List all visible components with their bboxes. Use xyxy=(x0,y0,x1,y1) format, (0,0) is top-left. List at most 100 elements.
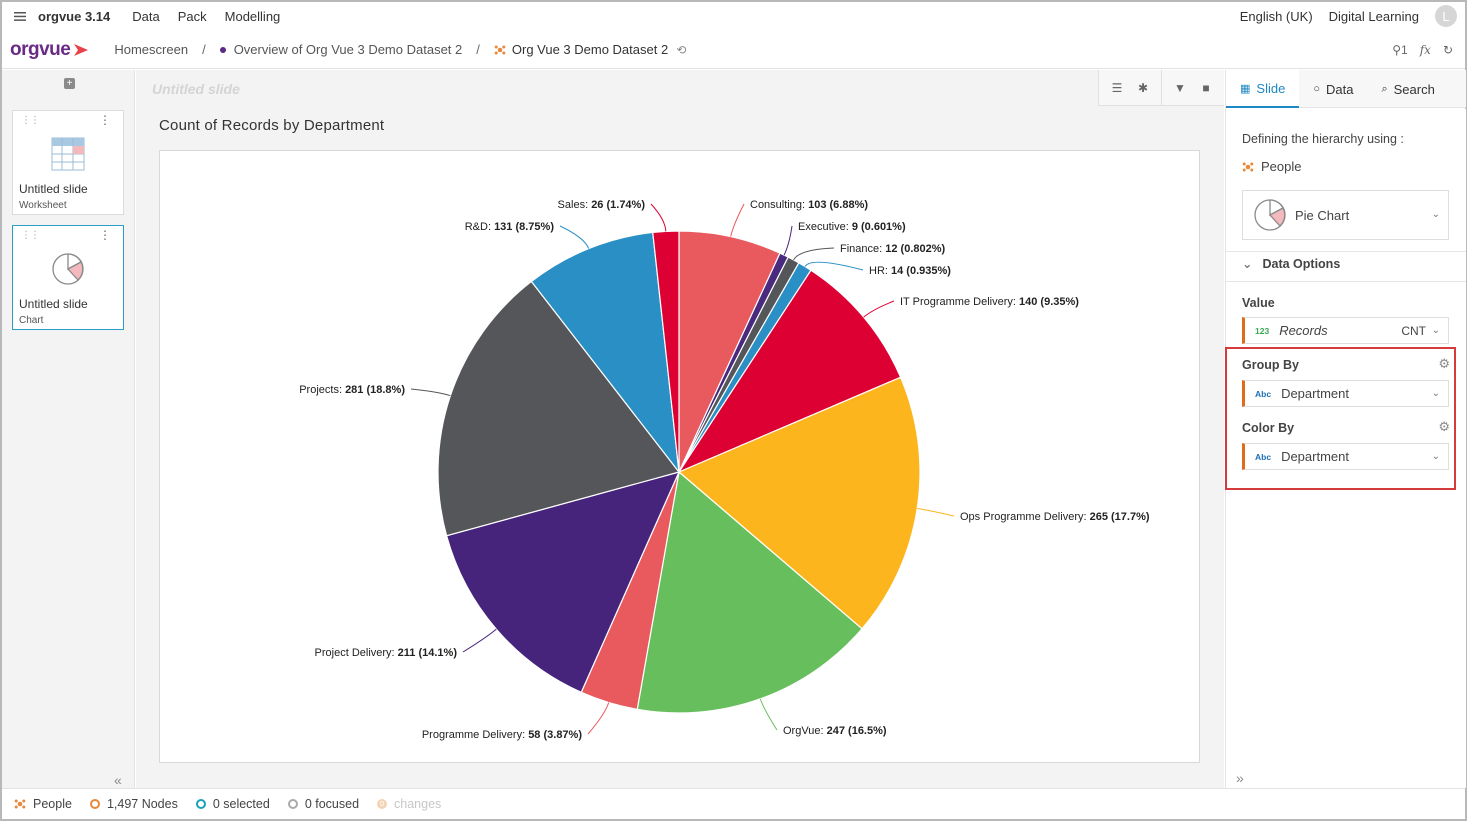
tab-label: Data xyxy=(1325,81,1354,97)
color-by-label: Color By xyxy=(1242,421,1295,435)
highlight-box xyxy=(1225,347,1456,490)
language-selector[interactable]: English (UK) xyxy=(1239,8,1313,24)
aggregation-select[interactable]: CNT xyxy=(1401,323,1426,338)
chevron-down-icon: ⌄ xyxy=(1242,257,1253,271)
pie-slice-label: HR: 14 (0.935%) xyxy=(869,265,951,277)
color-by-settings-gear-icon[interactable]: ⚙ xyxy=(1438,419,1450,434)
properties-body: Defining the hierarchy using : People Pi… xyxy=(1226,109,1466,788)
pie-slice[interactable] xyxy=(652,230,680,473)
display-icon[interactable]: ■ xyxy=(1202,80,1210,95)
kebab-menu-icon[interactable]: ⋮ xyxy=(99,113,111,127)
text-type-icon: Abc xyxy=(1255,451,1272,462)
overview-label: Overview of Org Vue 3 Demo Dataset 2 xyxy=(233,42,463,57)
pie-slice[interactable] xyxy=(678,230,781,473)
filter-icon[interactable]: ▼ xyxy=(1174,80,1186,95)
breadcrumb-separator: / xyxy=(202,42,206,57)
refresh-icon[interactable]: ↻ xyxy=(1442,43,1453,57)
value-field-name: Records xyxy=(1279,323,1328,338)
group-by-select[interactable]: Abc Department ⌄ xyxy=(1242,380,1449,407)
hamburger-menu-icon[interactable] xyxy=(2,2,38,30)
add-slide-button[interactable]: + xyxy=(64,78,75,89)
group-by-field-name: Department xyxy=(1281,386,1349,401)
data-options-toggle[interactable]: ⌄ Data Options xyxy=(1242,256,1340,272)
focused-ring-icon xyxy=(287,799,298,809)
pie-slice-label: Ops Programme Delivery: 265 (17.7%) xyxy=(960,511,1150,523)
tab-data[interactable]: ○ Data xyxy=(1299,70,1367,108)
hierarchy-selector[interactable]: People xyxy=(1242,159,1301,174)
pie-leader-line xyxy=(804,261,864,271)
drag-handle-icon[interactable]: ⋮⋮ xyxy=(21,230,40,241)
palette-icon[interactable]: ✱ xyxy=(1137,80,1149,95)
legend-list-icon[interactable]: ☰ xyxy=(1111,80,1123,95)
app-name: orgvue 3.14 xyxy=(38,8,111,24)
avatar[interactable]: L xyxy=(1435,5,1457,27)
pie-slice[interactable] xyxy=(677,269,902,474)
color-by-select[interactable]: Abc Department ⌄ xyxy=(1242,443,1449,470)
tab-slide[interactable]: ▦ Slide xyxy=(1226,70,1300,108)
nodes-ring-icon xyxy=(89,799,100,809)
chart-type-name: Pie Chart xyxy=(1295,207,1350,223)
chart-title: Count of Records by Department xyxy=(159,117,385,134)
value-field-select[interactable]: 123 Records CNT ⌄ xyxy=(1242,317,1449,344)
chevron-down-icon: ⌄ xyxy=(1431,450,1440,462)
data-ring-icon: ○ xyxy=(1313,83,1320,95)
menu-pack[interactable]: Pack xyxy=(177,8,207,24)
status-focused[interactable]: 0 focused xyxy=(287,797,360,811)
kebab-menu-icon[interactable]: ⋮ xyxy=(99,228,111,242)
chart-type-select[interactable]: Pie Chart ⌄ xyxy=(1242,190,1449,240)
menu-modelling[interactable]: Modelling xyxy=(224,8,281,24)
pie-leader-line xyxy=(650,203,667,232)
sync-icon[interactable]: ⟲ xyxy=(676,42,687,57)
status-focused-label: 0 focused xyxy=(304,797,360,811)
pie-slice-label: Programme Delivery: 58 (3.87%) xyxy=(422,729,583,741)
menu-data[interactable]: Data xyxy=(132,8,160,24)
status-selected[interactable]: 0 selected xyxy=(195,797,270,811)
overview-dot-icon xyxy=(219,46,226,53)
breadcrumb-separator: / xyxy=(476,42,480,57)
pie-slice[interactable] xyxy=(445,471,681,694)
drag-handle-icon[interactable]: ⋮⋮ xyxy=(21,115,40,126)
collapse-left-panel-icon[interactable]: « xyxy=(114,772,122,788)
pie-slice-label: Projects: 281 (18.8%) xyxy=(299,384,405,396)
breadcrumb-home[interactable]: Homescreen xyxy=(114,42,189,57)
people-icon xyxy=(494,45,506,54)
search-icon: ⌕ xyxy=(1381,82,1388,95)
pie-slice[interactable] xyxy=(636,470,863,714)
pie-slice[interactable] xyxy=(437,280,681,537)
people-icon xyxy=(1242,162,1254,171)
tab-search[interactable]: ⌕ Search xyxy=(1367,70,1448,108)
breadcrumb: orgvue Homescreen / Overview of Org Vue … xyxy=(2,31,1465,69)
changes-count: 0 xyxy=(380,800,384,808)
slide-name: Untitled slide xyxy=(19,297,88,311)
users-indicator[interactable]: ⚲1 xyxy=(1392,43,1408,57)
group-by-settings-gear-icon[interactable]: ⚙ xyxy=(1438,356,1450,371)
pie-leader-line xyxy=(410,388,451,397)
changes-count-icon: 0 xyxy=(377,799,388,809)
group-by-label: Group By xyxy=(1242,358,1299,372)
text-type-icon: Abc xyxy=(1255,388,1272,399)
tab-label: Slide xyxy=(1256,80,1286,96)
pie-slice-label: Consulting: 103 (6.88%) xyxy=(750,199,868,211)
slide-thumbnail-chart[interactable]: ⋮⋮ ⋮ Untitled slide Chart xyxy=(12,225,124,330)
pie-slice[interactable] xyxy=(530,231,680,475)
pie-chart-svg: Consulting: 103 (6.88%) Executive: 9 (0.6… xyxy=(299,199,1150,741)
org-selector[interactable]: Digital Learning xyxy=(1328,8,1419,24)
slide-type: Worksheet xyxy=(19,200,67,211)
orgvue-logo[interactable]: orgvue xyxy=(10,39,90,61)
status-changes[interactable]: 0 changes xyxy=(377,797,441,811)
pie-leader-line xyxy=(917,508,955,517)
pie-leader-line xyxy=(559,225,590,249)
status-people[interactable]: People xyxy=(14,797,72,811)
breadcrumb-dataset[interactable]: Org Vue 3 Demo Dataset 2 ⟲ xyxy=(494,42,686,57)
collapse-right-panel-icon[interactable]: » xyxy=(1236,770,1244,786)
chart-toolbar: ☰ ✱ ▼ ■ xyxy=(1098,70,1224,106)
pie-slice-label: Finance: 12 (0.802%) xyxy=(840,243,946,255)
slide-title-input[interactable]: Untitled slide xyxy=(152,81,240,97)
formula-icon[interactable]: fx xyxy=(1419,43,1431,57)
divider xyxy=(1226,281,1466,282)
breadcrumb-overview[interactable]: Overview of Org Vue 3 Demo Dataset 2 xyxy=(219,42,463,57)
slide-thumbnail-worksheet[interactable]: ⋮⋮ ⋮ Untitled slide Worksheet xyxy=(12,110,124,215)
value-label: Value xyxy=(1242,296,1275,310)
pie-slice[interactable] xyxy=(677,376,921,630)
